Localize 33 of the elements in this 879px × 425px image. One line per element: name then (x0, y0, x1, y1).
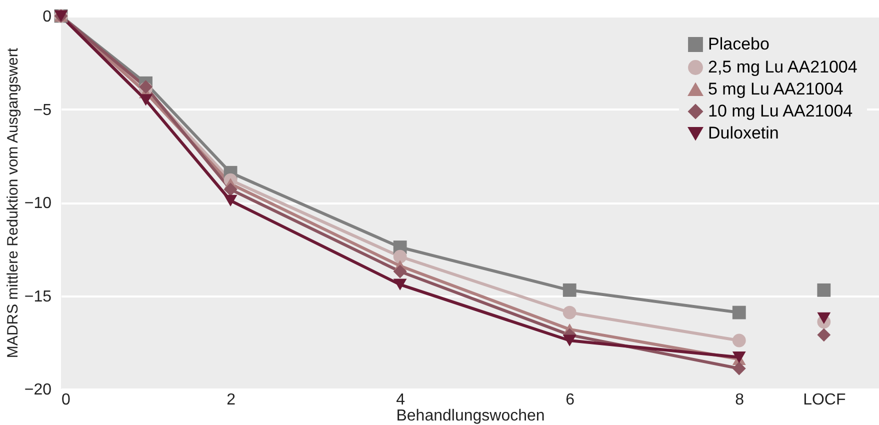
x-tick-label: LOCF (803, 392, 846, 408)
legend-label: 2,5 mg Lu AA21004 (708, 58, 858, 76)
x-tick-label: 2 (226, 392, 236, 408)
legend-label: Placebo (708, 34, 770, 54)
point (817, 312, 831, 324)
point (562, 283, 576, 297)
legend-label: 5 mg Lu AA21004 (708, 80, 844, 98)
x-tick-label: 0 (62, 392, 70, 408)
x-tick-label: 6 (566, 392, 575, 408)
point (224, 194, 238, 206)
point (732, 306, 746, 320)
point (393, 278, 407, 290)
y-tick-label: −20 (24, 382, 52, 398)
y-tick-label: 0 (42, 8, 52, 26)
x-tick-label: 8 (735, 392, 744, 408)
point (224, 182, 238, 196)
y-tick-label: −15 (24, 288, 52, 306)
point (817, 328, 831, 342)
point (139, 94, 152, 106)
point (562, 334, 576, 346)
legend-label: 10 mg Lu AA21004 (708, 102, 853, 120)
point (732, 362, 746, 376)
point (393, 264, 407, 278)
point (732, 334, 746, 348)
y-tick-label: −5 (33, 102, 52, 119)
x-axis-title: Behandlungswochen (396, 408, 545, 424)
legend-label: Duloxetin (708, 124, 779, 142)
point (393, 250, 407, 264)
point (562, 306, 576, 320)
x-tick-label: 4 (396, 392, 406, 408)
y-axis-title: MADRS mittlere Reduktion vom Ausgangswert (4, 47, 22, 358)
point (817, 283, 831, 297)
y-tick-label: −10 (24, 195, 52, 212)
